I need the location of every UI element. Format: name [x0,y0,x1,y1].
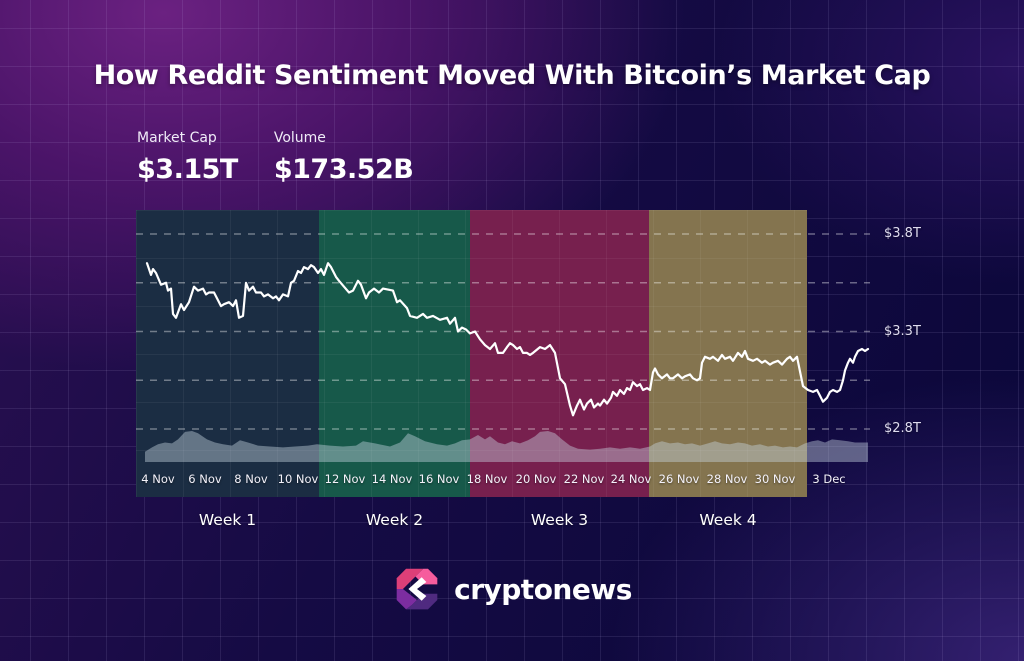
x-axis-label-2: 6 Nov [188,472,222,486]
x-axis-label-13: 28 Nov [706,472,748,486]
x-axis-label-11: 24 Nov [610,472,652,486]
x-axis-label-7: 16 Nov [418,472,460,486]
price-volume-plot [136,233,870,462]
x-axis-label-3: 8 Nov [234,472,268,486]
x-axis-label-8: 18 Nov [466,472,508,486]
stats-row: Market Cap $3.15T Volume $173.52B [137,130,414,185]
x-axis-label-6: 14 Nov [371,472,413,486]
cryptonews-logo-icon [396,568,438,610]
week-band-1 [136,210,319,497]
page-title: How Reddit Sentiment Moved With Bitcoin’… [93,60,931,91]
volume-label: Volume [273,130,326,146]
week-label-2: Week 2 [365,511,424,529]
week-band-4 [649,210,807,497]
x-axis-label-10: 22 Nov [563,472,605,486]
x-axis-label-1: 4 Nov [141,472,175,486]
market-cap-chart: 4 Nov 6 Nov 8 Nov 10 Nov 12 Nov 14 Nov 16 Nov 1… [136,210,870,497]
y-axis-label-3.3: $3.3T [884,323,921,339]
x-axis-label-4: 10 Nov [277,472,319,486]
week-label-1: Week 1 [198,511,257,529]
week-band-2 [319,210,470,497]
y-axis-label-2.8: $2.8T [884,421,921,436]
x-axis-label-14: 30 Nov [754,472,796,486]
week-label-3: Week 3 [530,511,589,529]
x-axis-label-5: 12 Nov [324,472,366,486]
x-axis-label-9: 20 Nov [515,472,557,486]
brand-wordmark: cryptonews [454,572,632,606]
week-label-4: Week 4 [699,511,757,529]
market-cap-line [145,262,870,417]
volume-value: $173.52B [273,154,414,185]
x-axis-label-15: 3 Dec [812,472,846,486]
week-bands [136,210,870,497]
x-axis-label-12: 26 Nov [658,472,700,486]
market-cap-label: Market Cap [137,130,217,146]
market-cap-value: $3.15T [137,154,238,185]
volume-stat: Volume $173.52B [274,130,414,185]
volume-area [145,431,868,462]
footer-brand: cryptonews [0,564,1024,614]
market-cap-stat: Market Cap $3.15T [137,130,238,185]
y-axis-label-3.8: $3.8T [884,226,921,241]
